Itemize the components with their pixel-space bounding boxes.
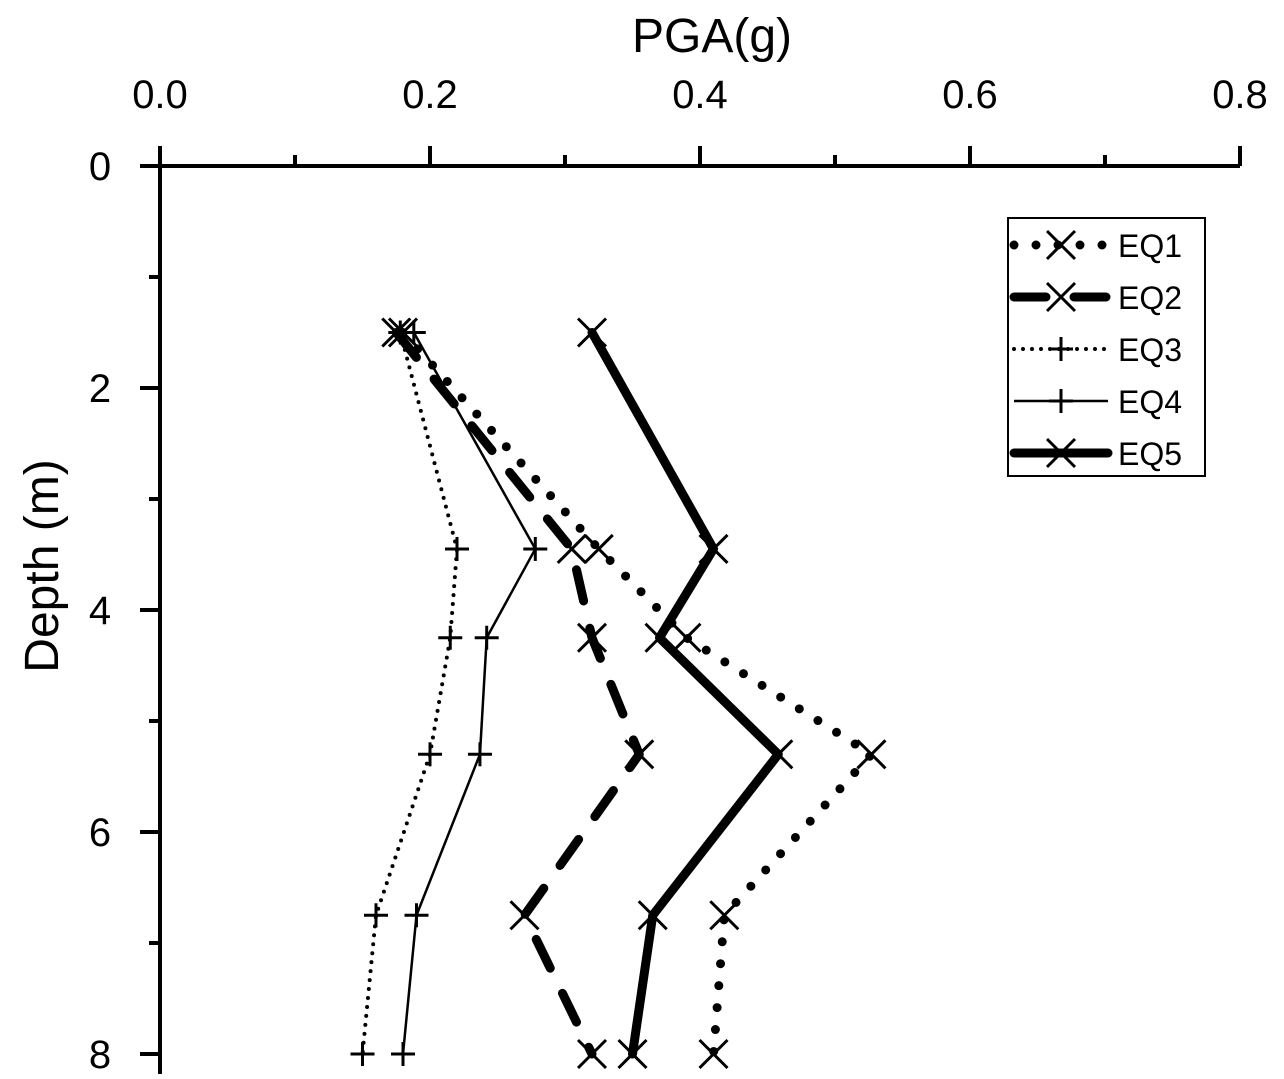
x-tick-label: 0.6 xyxy=(942,73,998,117)
data-point-eq1-stroke xyxy=(583,533,614,565)
legend-marker-eq5-stroke xyxy=(1045,437,1077,469)
series-eq4 xyxy=(391,320,548,1066)
data-point-eq4 xyxy=(474,625,499,650)
series-line-eq4 xyxy=(401,331,537,1055)
data-point-eq3 xyxy=(350,1042,375,1066)
data-point-eq1-stroke xyxy=(671,622,702,653)
data-point-eq2 xyxy=(576,1038,608,1070)
legend-item-eq5: EQ5 xyxy=(1009,436,1182,472)
data-point-eq2-stroke xyxy=(576,1038,608,1070)
legend-item-eq3: EQ3 xyxy=(1012,332,1182,368)
x-axis-title: PGA(g) xyxy=(632,10,792,63)
data-point-eq1 xyxy=(709,900,740,931)
data-point-eq5-stroke xyxy=(617,1038,648,1070)
data-point-eq5-stroke xyxy=(763,739,794,770)
data-point-eq3 xyxy=(418,742,442,767)
legend-label-eq2: EQ2 xyxy=(1118,280,1182,316)
legend-label-eq4: EQ4 xyxy=(1118,384,1182,420)
data-point-eq5 xyxy=(617,1038,648,1070)
series-eq2 xyxy=(381,317,655,1070)
data-point-eq5 xyxy=(576,317,608,348)
plot-area xyxy=(350,317,887,1070)
legend-marker-eq3 xyxy=(1049,337,1073,361)
legend-item-eq2: EQ2 xyxy=(1009,280,1182,316)
x-axis: PGA(g) 0.0 0.2 0.4 0.6 0.8 xyxy=(132,10,1268,168)
y-tick-label: 8 xyxy=(89,1033,111,1077)
data-point-eq1 xyxy=(698,1038,729,1070)
data-point-eq3 xyxy=(438,625,463,650)
legend-marker-eq1 xyxy=(1045,229,1077,261)
data-point-eq2 xyxy=(576,622,608,653)
series-eq5 xyxy=(576,317,794,1070)
data-point-eq2 xyxy=(556,533,587,565)
x-tick-label: 0.8 xyxy=(1212,73,1268,117)
data-point-eq5-stroke xyxy=(644,622,675,653)
legend-item-eq1: EQ1 xyxy=(1009,228,1182,264)
y-tick-label: 0 xyxy=(89,145,111,189)
data-point-eq5-stroke xyxy=(637,900,668,931)
data-point-eq5 xyxy=(763,739,794,770)
legend-marker-eq4 xyxy=(1049,389,1073,413)
legend-marker-eq5 xyxy=(1045,437,1077,469)
x-tick-label: 0.2 xyxy=(402,73,458,117)
x-tick-label: 0.4 xyxy=(672,73,728,117)
data-point-eq5 xyxy=(644,622,675,653)
series-eq1 xyxy=(387,317,887,1070)
data-point-eq4 xyxy=(523,536,548,561)
series-line-eq3 xyxy=(360,330,459,1056)
x-tick-label: 0.0 xyxy=(132,73,188,117)
data-point-eq2 xyxy=(624,739,655,770)
data-point-eq5-stroke xyxy=(576,317,608,348)
data-point-eq1-stroke xyxy=(856,739,887,770)
data-point-eq2 xyxy=(509,900,540,931)
data-point-eq4 xyxy=(404,903,429,928)
legend-label-eq5: EQ5 xyxy=(1118,436,1182,472)
legend-label-eq3: EQ3 xyxy=(1118,332,1182,368)
y-axis: Depth (m) 0 2 4 6 8 xyxy=(16,145,162,1077)
y-tick-label: 2 xyxy=(89,367,111,411)
data-point-eq1 xyxy=(583,533,614,565)
data-point-eq2-stroke xyxy=(576,622,608,653)
y-tick-label: 6 xyxy=(89,811,111,855)
y-axis-title: Depth (m) xyxy=(16,459,69,672)
legend-marker-eq1-stroke xyxy=(1045,229,1077,261)
data-point-eq1 xyxy=(856,739,887,770)
data-point-eq5 xyxy=(698,533,729,565)
y-tick-label: 4 xyxy=(89,589,111,633)
legend-box xyxy=(1007,217,1206,477)
series-eq3 xyxy=(350,320,469,1066)
data-point-eq2-stroke xyxy=(556,533,587,565)
legend-marker-eq2-stroke xyxy=(1045,281,1077,313)
data-point-eq4 xyxy=(391,1042,415,1066)
legend-marker-eq2 xyxy=(1045,281,1077,313)
legend-item-eq4: EQ4 xyxy=(1014,384,1182,420)
legend: EQ1 EQ2 EQ3 EQ4 EQ5 xyxy=(1007,217,1206,477)
data-point-eq1-stroke xyxy=(709,900,740,931)
data-point-eq2-stroke xyxy=(624,739,655,770)
legend-label-eq1: EQ1 xyxy=(1118,228,1182,264)
data-point-eq1-stroke xyxy=(698,1038,729,1070)
data-point-eq2-stroke xyxy=(509,900,540,931)
data-point-eq3 xyxy=(445,536,469,561)
data-point-eq3 xyxy=(364,903,388,928)
data-point-eq4 xyxy=(467,742,492,767)
data-point-eq5 xyxy=(637,900,668,931)
series-line-eq1 xyxy=(398,328,876,1059)
series-line-eq5 xyxy=(587,328,783,1059)
data-point-eq1 xyxy=(671,622,702,653)
data-point-eq5-stroke xyxy=(698,533,729,565)
data-point-eq4 xyxy=(401,320,426,345)
series-line-eq2 xyxy=(391,328,644,1059)
